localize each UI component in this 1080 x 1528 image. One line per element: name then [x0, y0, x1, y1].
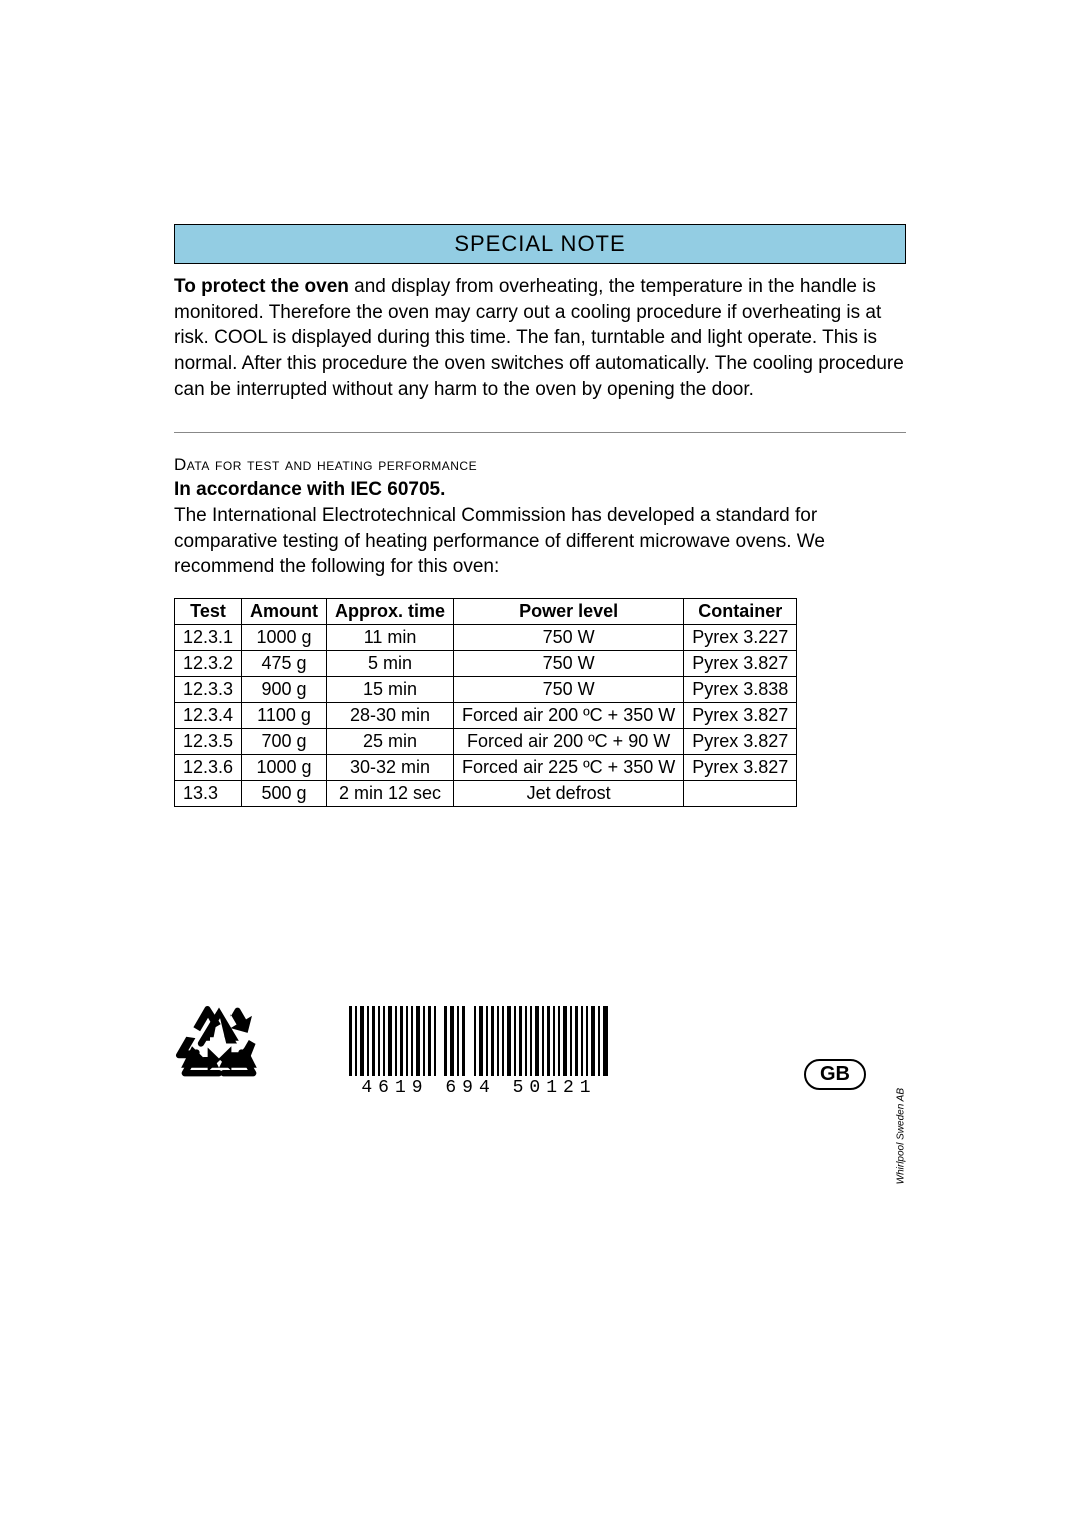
table-cell: Pyrex 3.827 [684, 755, 797, 781]
table-row: 12.3.3900 g15 min750 WPyrex 3.838 [175, 677, 797, 703]
table-cell: 12.3.1 [175, 625, 242, 651]
table-cell: 1100 g [242, 703, 327, 729]
country-badge-wrap: GB [804, 1059, 866, 1090]
table-cell: 12.3.5 [175, 729, 242, 755]
table-cell: 1000 g [242, 625, 327, 651]
page-footer: 4619 694 50121 GB Whirlpool Sweden AB [174, 988, 906, 1098]
table-cell: Pyrex 3.827 [684, 651, 797, 677]
special-note-header: SPECIAL NOTE [174, 224, 906, 264]
barcode-number: 4619 694 50121 [349, 1078, 609, 1098]
table-row: 12.3.61000 g30-32 minForced air 225 ºC +… [175, 755, 797, 781]
th-approx-time: Approx. time [327, 599, 454, 625]
th-test: Test [175, 599, 242, 625]
table-row: 12.3.41100 g28-30 minForced air 200 ºC +… [175, 703, 797, 729]
country-badge: GB [804, 1059, 866, 1090]
table-cell: 12.3.2 [175, 651, 242, 677]
note-lead-bold: To protect the oven [174, 276, 349, 297]
table-cell: 750 W [454, 625, 684, 651]
table-cell: 700 g [242, 729, 327, 755]
table-cell: 1000 g [242, 755, 327, 781]
table-cell: 750 W [454, 677, 684, 703]
table-row: 12.3.5700 g25 minForced air 200 ºC + 90 … [175, 729, 797, 755]
table-cell: Pyrex 3.838 [684, 677, 797, 703]
table-cell: Pyrex 3.827 [684, 703, 797, 729]
table-cell: Jet defrost [454, 781, 684, 807]
barcode-icon [349, 1006, 609, 1076]
table-cell: 12.3.4 [175, 703, 242, 729]
table-row: 12.3.2475 g5 min750 WPyrex 3.827 [175, 651, 797, 677]
table-cell: Pyrex 3.227 [684, 625, 797, 651]
table-cell: Forced air 225 ºC + 350 W [454, 755, 684, 781]
table-cell: 25 min [327, 729, 454, 755]
table-row: 12.3.11000 g11 min750 WPyrex 3.227 [175, 625, 797, 651]
table-cell: 13.3 [175, 781, 242, 807]
perf-smallcaps: Data for test and heating performance [174, 455, 906, 475]
table-cell: 5 min [327, 651, 454, 677]
table-cell: Pyrex 3.827 [684, 729, 797, 755]
table-cell: 15 min [327, 677, 454, 703]
table-cell: 900 g [242, 677, 327, 703]
table-cell: 750 W [454, 651, 684, 677]
table-cell: Forced air 200 ºC + 350 W [454, 703, 684, 729]
table-cell: 12.3.3 [175, 677, 242, 703]
table-cell: 12.3.6 [175, 755, 242, 781]
iec-accordance-line: In accordance with IEC 60705. [174, 479, 906, 501]
barcode: 4619 694 50121 [349, 1006, 609, 1098]
th-amount: Amount [242, 599, 327, 625]
section-divider [174, 432, 906, 433]
th-power-level: Power level [454, 599, 684, 625]
company-credit: Whirlpool Sweden AB [895, 1088, 906, 1184]
table-cell: Forced air 200 ºC + 90 W [454, 729, 684, 755]
table-row: 13.3500 g2 min 12 secJet defrost [175, 781, 797, 807]
performance-table: Test Amount Approx. time Power level Con… [174, 598, 797, 807]
table-cell: 475 g [242, 651, 327, 677]
table-cell [684, 781, 797, 807]
table-header-row: Test Amount Approx. time Power level Con… [175, 599, 797, 625]
table-cell: 2 min 12 sec [327, 781, 454, 807]
table-cell: 11 min [327, 625, 454, 651]
iec-description: The International Electrotechnical Commi… [174, 503, 906, 580]
table-cell: 500 g [242, 781, 327, 807]
table-cell: 30-32 min [327, 755, 454, 781]
recycle-icon [174, 998, 269, 1098]
table-cell: 28-30 min [327, 703, 454, 729]
protect-oven-note: To protect the oven and display from ove… [174, 274, 906, 402]
th-container: Container [684, 599, 797, 625]
